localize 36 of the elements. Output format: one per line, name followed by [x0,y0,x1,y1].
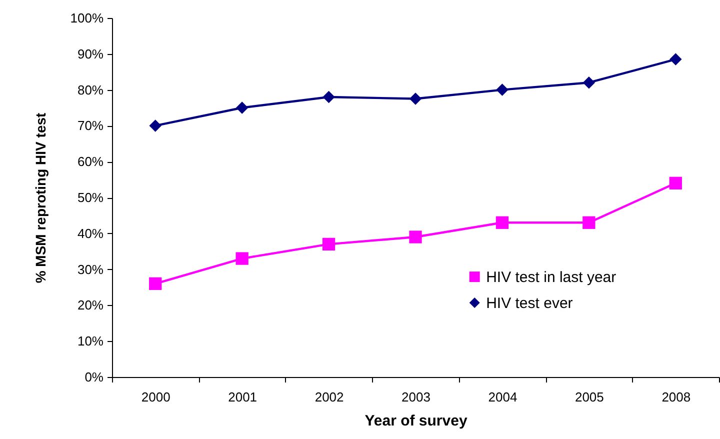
point [670,53,682,66]
y-tick-label: 20% [77,298,104,313]
point [669,176,682,190]
legend-label: HIV test in last year [486,268,616,286]
point [582,76,596,89]
y-tick-label: 70% [77,118,104,134]
y-tick-label: 30% [77,262,104,277]
x-tick-label: 2000 [141,390,170,404]
y-tick-label: 0% [84,370,104,384]
point [322,238,336,250]
y-tick-label: 80% [77,82,104,98]
x-tick-label: 2001 [228,390,258,404]
point [236,102,248,114]
point [409,92,422,105]
x-tick-label: 2005 [574,390,604,404]
x-tick-label: 2002 [314,390,344,404]
x-tick-label: 2003 [402,390,430,404]
point [496,216,509,229]
point [149,277,162,290]
point [236,252,248,265]
x-tick-label: 2008 [662,390,691,404]
x-tick-label: 2004 [488,390,518,404]
y-tick-label: 50% [77,190,104,205]
point [322,90,335,104]
point [149,120,162,132]
y-axis-title: % MSM reproting HIV test [32,112,48,284]
point [409,230,422,244]
point [582,216,596,229]
point [496,84,508,96]
x-axis-title: Year of survey [364,412,468,430]
legend-label: HIV test ever [486,294,573,312]
y-tick-label: 10% [77,334,104,349]
y-tick-label: 40% [77,226,104,241]
y-tick-label: 100% [70,10,104,26]
y-tick-label: 90% [77,46,104,62]
y-tick-label: 60% [77,154,104,170]
